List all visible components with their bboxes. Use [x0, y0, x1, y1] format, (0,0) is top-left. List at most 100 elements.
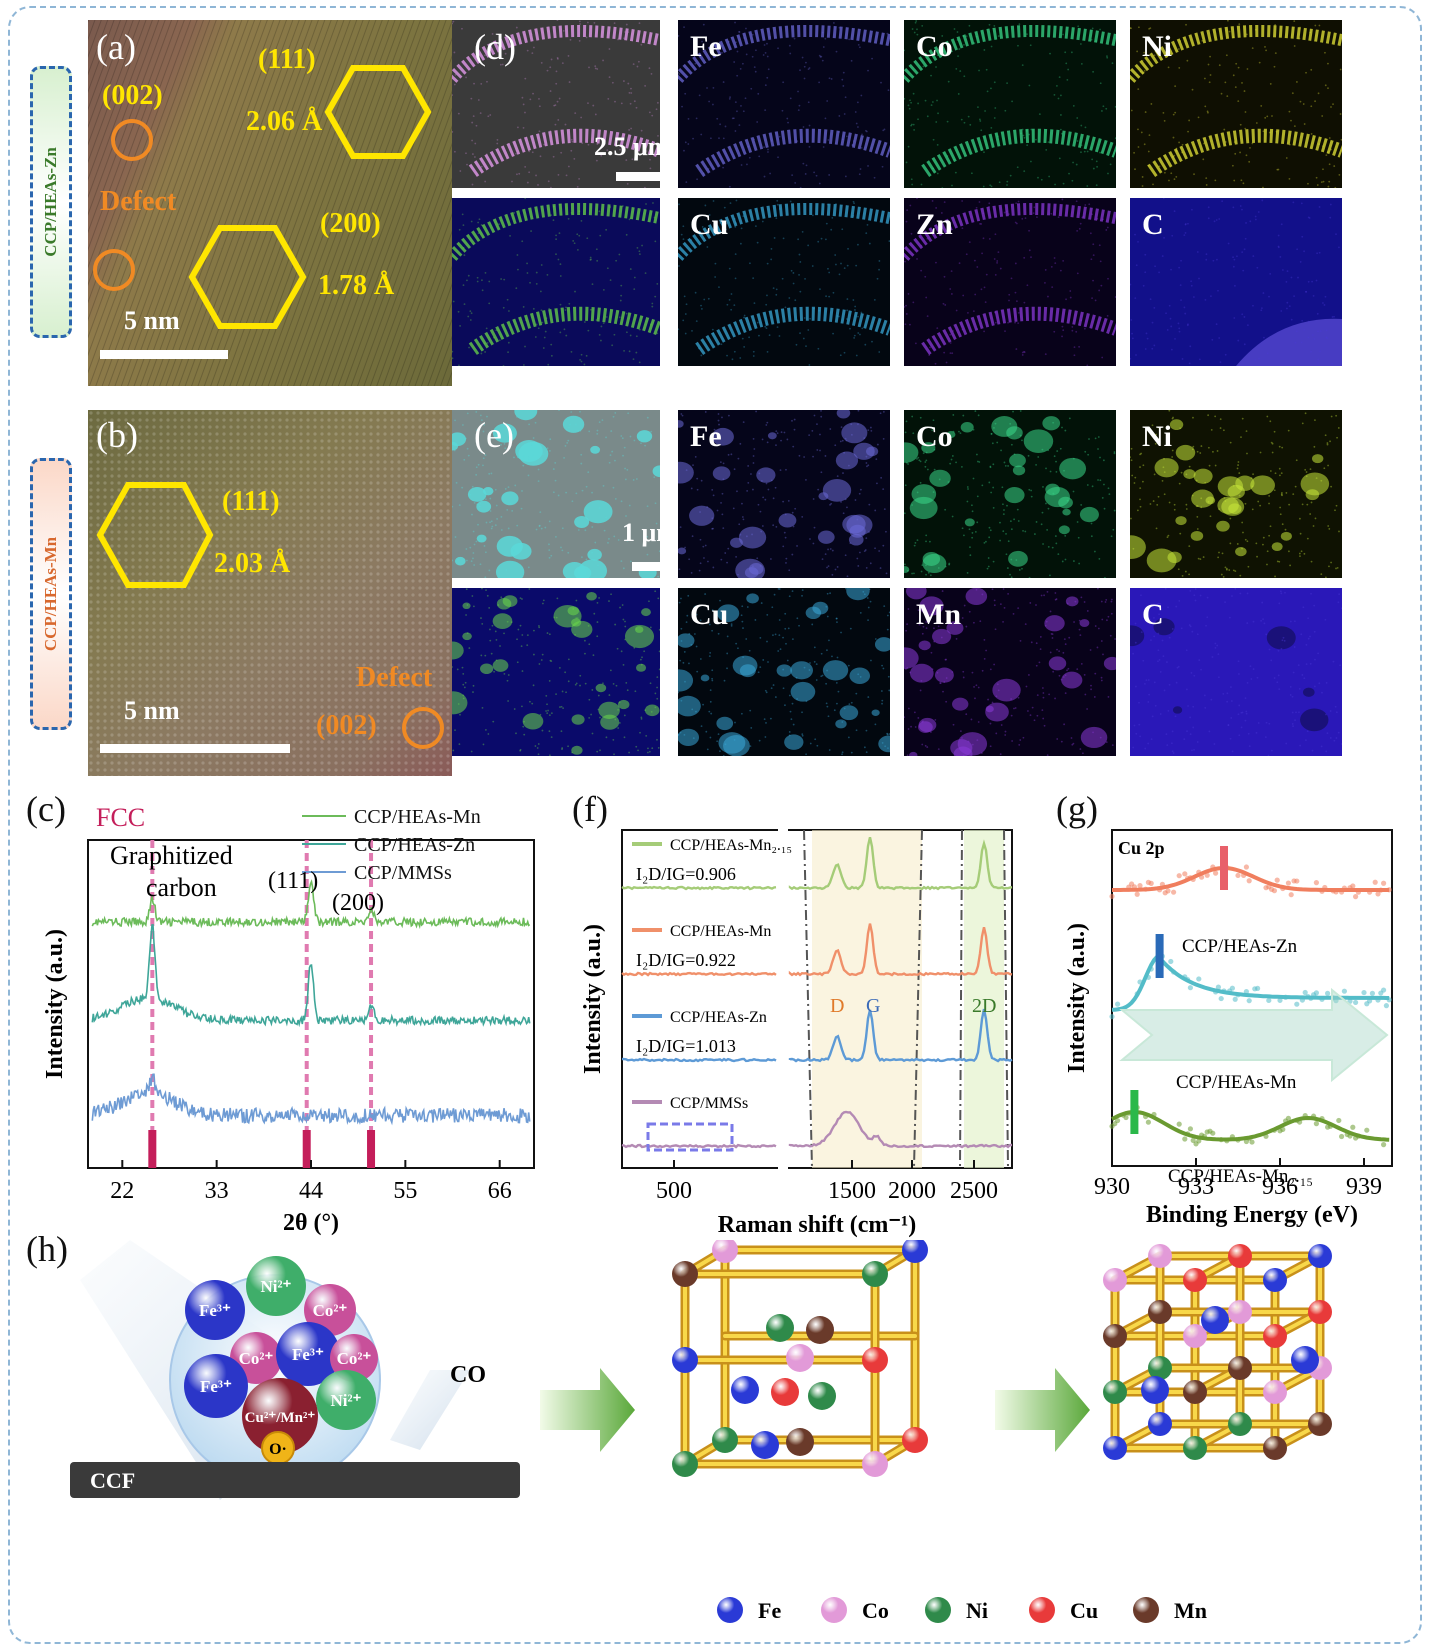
- atom-cu: [862, 1347, 888, 1373]
- legend-label: CCP/HEAs-Mn: [354, 806, 481, 828]
- peak-marker: [1130, 1090, 1139, 1134]
- atom-fe: [1291, 1346, 1319, 1374]
- atom-co: [1263, 1380, 1287, 1404]
- xps-data-point: [1353, 999, 1359, 1006]
- atom-mn: [806, 1316, 834, 1344]
- defect-circle: [93, 249, 135, 291]
- x-tick-label: 939: [1346, 1174, 1382, 1200]
- x-tick-label: 936: [1262, 1174, 1298, 1200]
- scale-label-a: 5 nm: [124, 306, 180, 335]
- metal-ion-label: Co²⁺: [337, 1349, 372, 1368]
- eds-tile-e-fe: [678, 410, 890, 578]
- panel-label-h: (h): [26, 1229, 68, 1269]
- scale-label-d: 2.5 μm: [594, 132, 670, 161]
- label-111: (111): [258, 44, 316, 75]
- eds-tile-d-ni: [1130, 20, 1342, 188]
- xps-data-point: [1218, 995, 1224, 1002]
- xps-data-point: [1375, 891, 1381, 897]
- xrd-series-line: [91, 879, 531, 930]
- metal-ion-label: Fe³⁺: [199, 1301, 231, 1320]
- xps-data-point: [1168, 958, 1174, 965]
- label-002: (002): [102, 80, 163, 111]
- xps-data-point: [1190, 1137, 1196, 1143]
- highlight-box: [646, 1122, 734, 1152]
- metal-ion-sphere: [276, 1322, 340, 1386]
- xrd-chart: CCP/HEAs-Mn CCP/HEAs-Zn CCP/MMSs 22 33 44 55 66…: [40, 800, 550, 1240]
- band-guide: [913, 829, 923, 1169]
- atom-cu: [1228, 1244, 1252, 1268]
- fcc-ref-bar: [302, 1130, 311, 1168]
- atom-ni: [808, 1382, 836, 1410]
- hexagon-111-b: [96, 482, 214, 588]
- eds-label-e-co: Co: [916, 420, 953, 453]
- xps-data-point: [1109, 893, 1115, 899]
- xps-data-point: [1109, 1014, 1115, 1020]
- atom-mn: [1228, 1356, 1252, 1380]
- atom-ni: [712, 1427, 738, 1453]
- atom-fe: [1201, 1306, 1229, 1334]
- eds-label-d-ni: Ni: [1142, 30, 1172, 63]
- metal-ion-sphere: [330, 1334, 378, 1382]
- legend-label: CCP/MMSs: [670, 1095, 748, 1112]
- eds-label-e-cu: Cu: [690, 598, 729, 631]
- eds-tile-e-ni: [1130, 410, 1342, 578]
- xps-data-point: [1255, 985, 1261, 991]
- label-200: (200): [320, 208, 381, 239]
- panel-label-b: (b): [96, 415, 138, 455]
- eds-label-e-ni: Ni: [1142, 420, 1172, 453]
- metal-ion-sphere: [184, 1354, 248, 1418]
- metal-ion-sphere: [242, 1378, 318, 1454]
- atom-cu: [1263, 1324, 1287, 1348]
- band-label-g: G: [866, 995, 880, 1017]
- xps-fit-line: [1111, 1109, 1390, 1142]
- process-arrow: [995, 1368, 1090, 1452]
- band-guide: [959, 829, 963, 1169]
- panel-label-d: (d): [474, 27, 516, 67]
- band-label-2d: 2D: [972, 995, 996, 1017]
- xps-data-point: [1187, 985, 1193, 991]
- atom-fe: [1141, 1376, 1169, 1404]
- annotation-carbon: carbon: [146, 873, 217, 902]
- ccf-label: CCF: [90, 1468, 135, 1493]
- xps-data-point: [1115, 1117, 1121, 1124]
- lattice-fringes: [88, 20, 452, 386]
- xps-data-point: [1383, 1003, 1389, 1009]
- metal-ion-label: Fe³⁺: [200, 1377, 232, 1396]
- peak-marker: [1155, 934, 1164, 978]
- xps-chart: Cu 2p CCP/HEAs-Zn CCP/HEAs-Mn CCP/HEAs-Mn₂.…: [1060, 800, 1420, 1240]
- atom-cu: [771, 1378, 799, 1406]
- eds-label-e-c: C: [1142, 598, 1164, 631]
- xps-plot-area: [1111, 829, 1393, 1167]
- xps-data-point: [1182, 871, 1188, 877]
- eds-label-d-c: C: [1142, 208, 1164, 241]
- raman-series-line: [621, 837, 1013, 891]
- metal-ion-sphere: [304, 1284, 356, 1336]
- atom-fe: [1308, 1244, 1332, 1268]
- legend-label-fe: Fe: [758, 1598, 781, 1623]
- atom-fe: [672, 1347, 698, 1373]
- atom-co: [712, 1237, 738, 1263]
- xps-data-point: [1361, 989, 1367, 996]
- atom-cu: [1183, 1268, 1207, 1292]
- label-spacing-111: 2.06 Å: [246, 106, 323, 137]
- annotation-graphitized: Graphitized: [110, 841, 233, 870]
- xrd-series-line: [91, 1073, 531, 1126]
- legend-label: CCP/HEAs-Zn: [354, 834, 475, 856]
- xps-data-point: [1353, 894, 1359, 900]
- atom-co: [1148, 1244, 1172, 1268]
- xps-data-point: [1249, 1139, 1255, 1145]
- process-arrow: [540, 1368, 635, 1452]
- chart-title: Cu 2p: [1118, 838, 1165, 858]
- y-axis-label: Intensity (a.u.): [42, 929, 68, 1079]
- tem-image-b: [88, 410, 452, 776]
- xps-data-point: [1350, 1124, 1356, 1130]
- xps-data-point: [1364, 1127, 1370, 1133]
- x-tick-label: 55: [393, 1178, 417, 1204]
- xps-data-point: [1137, 882, 1143, 889]
- metal-ion-label: Cu²⁺/Mn²⁺: [245, 1410, 316, 1426]
- legend-label: CCP/HEAs-Mn₂.₁₅: [670, 837, 792, 854]
- atom-ni: [1183, 1436, 1207, 1460]
- panel-label-a: (a): [96, 27, 136, 67]
- ccf-substrate: [70, 1462, 520, 1498]
- series-label: CCP/HEAs-Mn: [1176, 1072, 1297, 1093]
